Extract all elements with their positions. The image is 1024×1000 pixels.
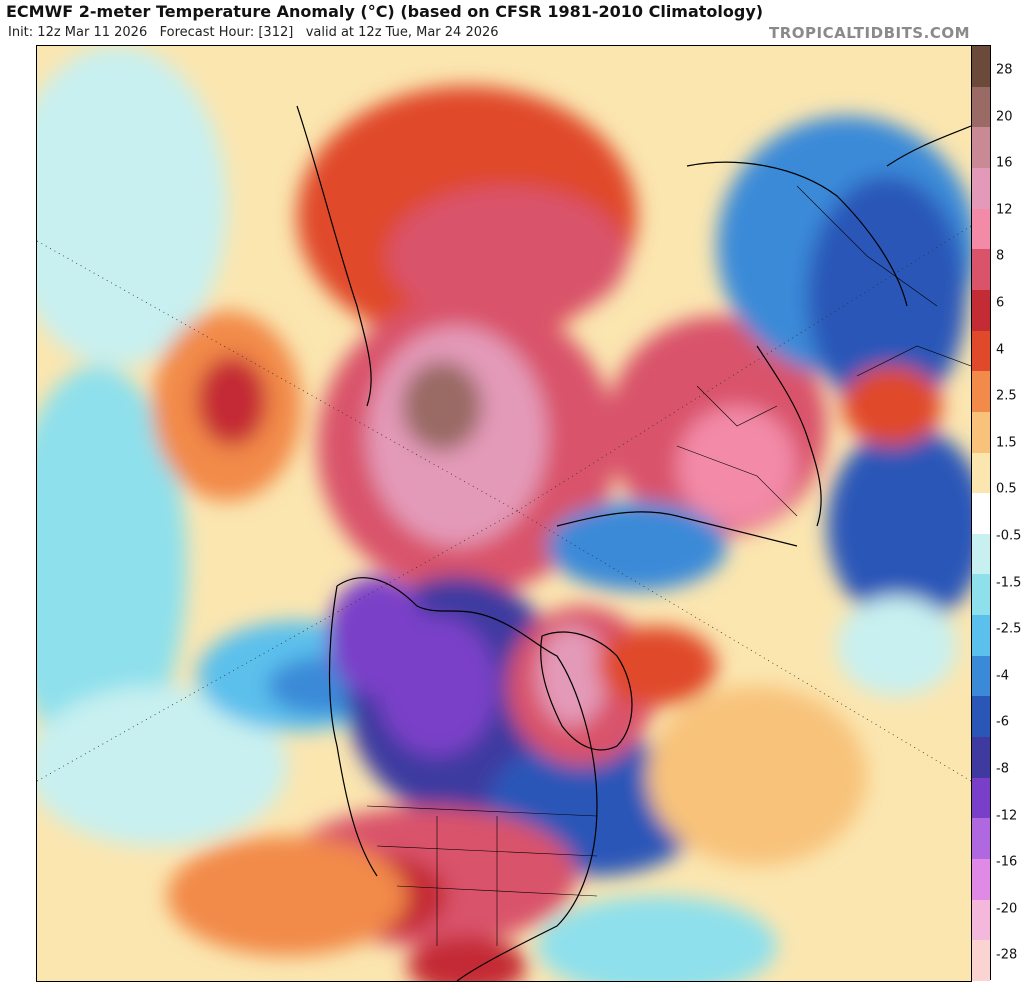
colorbar-segment (972, 452, 990, 494)
anomaly-map[interactable] (36, 45, 972, 982)
colorbar (971, 45, 991, 982)
colorbar-tick-label: -28 (996, 947, 1018, 963)
colorbar-tick-label: -8 (996, 761, 1009, 777)
colorbar-tick-label: 16 (996, 155, 1013, 171)
colorbar-tick-label: 4 (996, 342, 1005, 358)
colorbar-segment (972, 167, 990, 210)
colorbar-segment (972, 411, 990, 453)
colorbar-segment (972, 574, 990, 616)
colorbar-tick-label: -0.5 (996, 528, 1022, 544)
colorbar-segment (972, 818, 990, 860)
colorbar-segment (972, 208, 990, 250)
colorbar-segment (972, 696, 990, 738)
colorbar-tick-label: -12 (996, 808, 1018, 824)
colorbar-segment (972, 940, 990, 982)
colorbar-tick-label: 0.5 (996, 481, 1017, 497)
colorbar-tick-label: 8 (996, 248, 1005, 264)
colorbar-segment (972, 655, 990, 697)
graticule (37, 225, 971, 782)
colorbar-segment (972, 493, 990, 535)
colorbar-segment (972, 615, 990, 657)
colorbar-tick-label: -4 (996, 668, 1009, 684)
colorbar-tick-label: -1.5 (996, 575, 1022, 591)
colorbar-tick-label: 28 (996, 62, 1013, 78)
colorbar-segment (972, 859, 990, 901)
map-subtitle: Init: 12z Mar 11 2026 Forecast Hour: [31… (8, 25, 499, 40)
anomaly-field (37, 46, 971, 981)
colorbar-segment (972, 737, 990, 779)
colorbar-segment (972, 249, 990, 291)
colorbar-tick-label: -2.5 (996, 621, 1022, 637)
colorbar-tick-label: 12 (996, 202, 1013, 218)
map-title: ECMWF 2-meter Temperature Anomaly (°C) (… (6, 2, 764, 21)
political-borders (366, 185, 971, 946)
colorbar-segment (972, 899, 990, 941)
colorbar-tick-label: -6 (996, 714, 1009, 730)
colorbar-segment (972, 533, 990, 575)
colorbar-tick-label: -16 (996, 854, 1018, 870)
colorbar-segment (972, 777, 990, 819)
colorbar-segment (972, 289, 990, 332)
colorbar-tick-label: 2.5 (996, 388, 1017, 404)
brand-watermark[interactable]: TROPICALTIDBITS.COM (769, 24, 970, 42)
colorbar-segment (972, 46, 990, 88)
colorbar-segment (972, 330, 990, 372)
anomaly-map-canvas (37, 46, 971, 981)
colorbar-tick-label: 1.5 (996, 435, 1017, 451)
colorbar-tick-label: 6 (996, 295, 1005, 311)
colorbar-segment (972, 371, 990, 413)
coastlines (296, 105, 971, 981)
colorbar-tick-label: -20 (996, 901, 1018, 917)
colorbar-segment (972, 86, 990, 128)
colorbar-segment (972, 127, 990, 169)
colorbar-tick-label: 20 (996, 109, 1013, 125)
